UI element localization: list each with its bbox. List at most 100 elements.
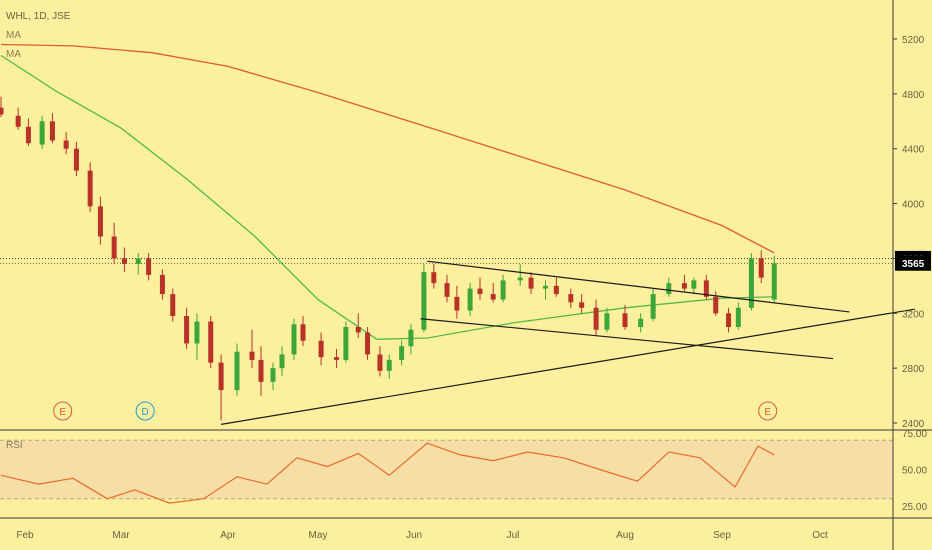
candle-body: [650, 294, 656, 319]
candle: [622, 305, 628, 330]
candle: [258, 346, 264, 396]
candle-body: [0, 107, 4, 115]
rsi-tick-label: 75.00: [902, 429, 927, 440]
candle-body: [517, 277, 523, 281]
candle-body: [121, 258, 127, 264]
candle: [386, 354, 392, 380]
ma-short-label: MA: [6, 49, 21, 60]
candle: [159, 269, 165, 300]
candle: [146, 252, 152, 281]
ma-long-label: MA: [6, 30, 21, 41]
candle-body: [15, 115, 21, 127]
candle-body: [681, 283, 687, 289]
candle-body: [97, 206, 103, 237]
trendline-triangle-upper: [427, 260, 850, 313]
candle: [579, 294, 585, 314]
candle-body: [408, 329, 414, 347]
candle-body: [703, 280, 709, 297]
candle-body: [490, 294, 496, 300]
candle-body: [477, 288, 483, 295]
candle: [771, 255, 777, 303]
candle: [691, 277, 697, 295]
price-tick-label: 2800: [902, 364, 925, 375]
candle: [454, 285, 460, 319]
candle: [638, 313, 644, 333]
candle: [73, 141, 79, 177]
candle: [87, 162, 93, 212]
event-marker-label-1: D: [142, 407, 149, 418]
candle: [334, 348, 340, 369]
event-marker-1: [135, 401, 155, 421]
candle: [270, 362, 276, 391]
time-tick-label: Feb: [16, 530, 34, 541]
candle: [490, 283, 496, 303]
candle: [300, 316, 306, 347]
candle: [355, 313, 361, 338]
candle: [735, 302, 741, 330]
candle: [477, 277, 483, 300]
candle: [408, 324, 414, 355]
candle-body: [399, 346, 405, 360]
candle: [517, 263, 523, 286]
time-tick-label: Mar: [112, 530, 130, 541]
time-tick-label: Sep: [713, 530, 731, 541]
candle-body: [579, 302, 585, 308]
candle-body: [386, 359, 392, 371]
candle: [39, 115, 45, 149]
rsi-tick-label: 25.00: [902, 502, 927, 513]
candle: [208, 316, 214, 369]
candle-body: [39, 121, 45, 145]
candle-body: [334, 357, 340, 360]
candle-body: [638, 318, 644, 327]
candle: [184, 307, 190, 349]
candle: [249, 329, 255, 369]
time-tick-label: Jul: [507, 530, 520, 541]
candle: [194, 313, 200, 360]
candle: [318, 332, 324, 366]
candle-body: [146, 258, 152, 275]
candle: [234, 343, 240, 396]
candle-body: [234, 351, 240, 391]
candle: [399, 340, 405, 366]
candle-body: [249, 351, 255, 360]
candle: [431, 263, 437, 289]
candle: [111, 222, 117, 264]
candle: [170, 288, 176, 322]
candle: [748, 252, 754, 311]
candle-body: [170, 294, 176, 317]
candle: [553, 277, 559, 297]
candle: [666, 277, 672, 297]
candle-body: [291, 324, 297, 355]
candle-body: [467, 288, 473, 311]
candle: [97, 196, 103, 245]
candle-body: [666, 283, 672, 295]
candle: [568, 288, 574, 308]
price-tick-label: 3200: [902, 309, 925, 320]
candle-body: [713, 296, 719, 314]
candle: [15, 107, 21, 130]
candle-body: [218, 362, 224, 391]
candle: [467, 283, 473, 317]
candle: [703, 274, 709, 300]
rsi-label: RSI: [6, 440, 23, 451]
candle: [135, 252, 141, 275]
candle-body: [444, 283, 450, 297]
candle-body: [318, 340, 324, 358]
candle-body: [691, 280, 697, 289]
candle-body: [758, 258, 764, 278]
candle-body: [111, 236, 117, 259]
candle-body: [63, 140, 69, 149]
time-tick-label: Oct: [812, 530, 828, 541]
symbol-label: WHL, 1D, JSE: [6, 11, 71, 22]
candle: [0, 96, 4, 118]
candle-body: [73, 148, 79, 171]
candle-body: [543, 285, 549, 289]
candle-body: [771, 263, 777, 300]
candle-body: [604, 313, 610, 330]
time-tick-label: Aug: [616, 530, 634, 541]
trendline-triangle-lower: [220, 308, 915, 425]
candle-body: [568, 294, 574, 303]
candle-body: [300, 324, 306, 341]
candle-body: [593, 307, 599, 330]
